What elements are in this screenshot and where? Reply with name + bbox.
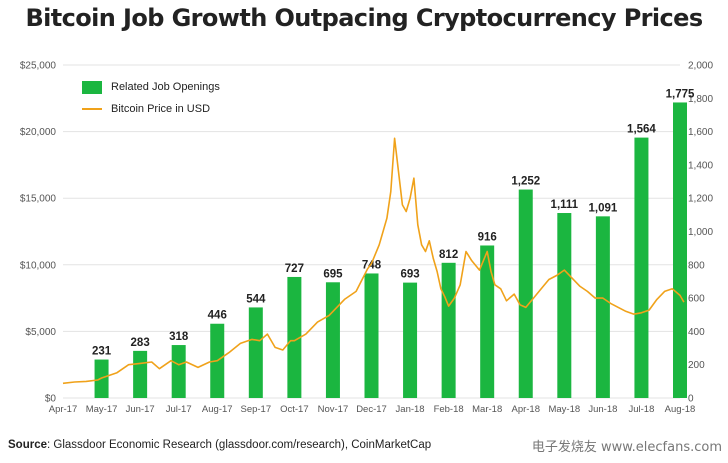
bar-data-label: 693 bbox=[400, 269, 419, 281]
job-openings-bar bbox=[673, 102, 687, 399]
bar-data-label: 812 bbox=[439, 249, 458, 261]
chart-title: Bitcoin Job Growth Outpacing Cryptocurre… bbox=[25, 4, 703, 32]
x-axis-tick: Jan-18 bbox=[396, 404, 425, 415]
x-axis-tick: Dec-17 bbox=[356, 404, 387, 415]
x-axis-tick: Aug-18 bbox=[665, 404, 696, 415]
job-openings-bar bbox=[403, 282, 418, 398]
right-axis-tick: 800 bbox=[688, 260, 705, 271]
bar-data-label: 318 bbox=[169, 331, 189, 343]
left-axis-tick: $20,000 bbox=[20, 127, 57, 138]
x-axis-tick: Jun-17 bbox=[126, 404, 155, 415]
x-axis-tick: Mar-18 bbox=[472, 404, 502, 415]
x-axis-tick: Jul-17 bbox=[166, 404, 192, 415]
bar-data-label: 446 bbox=[208, 310, 227, 322]
job-openings-bar bbox=[480, 245, 495, 398]
source-label: Source bbox=[8, 439, 47, 451]
job-openings-bar bbox=[595, 216, 610, 398]
right-axis-tick: 1,800 bbox=[688, 94, 713, 105]
left-axis-tick: $5,000 bbox=[25, 327, 56, 338]
bar-data-label: 916 bbox=[478, 231, 497, 243]
right-axis-tick: 1,200 bbox=[688, 194, 713, 205]
job-openings-bar bbox=[171, 345, 186, 398]
right-axis-tick: 400 bbox=[688, 327, 705, 338]
left-axis-tick: $0 bbox=[45, 394, 57, 405]
right-axis-tick: 1,000 bbox=[688, 227, 713, 238]
job-openings-bar bbox=[364, 273, 379, 398]
job-openings-bar bbox=[441, 262, 456, 398]
legend-line-swatch bbox=[82, 108, 102, 110]
bar-data-label: 1,091 bbox=[588, 202, 617, 214]
x-axis-tick: Jul-18 bbox=[629, 404, 655, 415]
bar-data-label: 1,252 bbox=[511, 176, 540, 188]
left-axis-tick: $15,000 bbox=[20, 194, 57, 205]
job-openings-bar bbox=[557, 213, 572, 398]
bar-data-label: 695 bbox=[323, 268, 343, 280]
x-axis-tick: Jun-18 bbox=[588, 404, 617, 415]
legend: Related Job Openings Bitcoin Price in US… bbox=[82, 76, 220, 120]
source-note: Source: Glassdoor Economic Research (gla… bbox=[8, 439, 431, 451]
x-axis-tick: Nov-17 bbox=[318, 404, 349, 415]
legend-item-jobs: Related Job Openings bbox=[82, 76, 220, 98]
x-axis-tick: May-17 bbox=[86, 404, 118, 415]
bar-data-label: 544 bbox=[246, 293, 266, 305]
legend-label-price: Bitcoin Price in USD bbox=[111, 103, 211, 115]
job-openings-bar bbox=[634, 137, 649, 398]
right-axis-tick: 600 bbox=[688, 294, 705, 305]
legend-label-jobs: Related Job Openings bbox=[111, 81, 220, 93]
right-axis-tick: 1,400 bbox=[688, 160, 713, 171]
x-axis-tick: Oct-17 bbox=[280, 404, 309, 415]
legend-item-price: Bitcoin Price in USD bbox=[82, 98, 220, 120]
job-openings-bar bbox=[287, 276, 302, 398]
x-axis-tick: Aug-17 bbox=[202, 404, 233, 415]
bar-data-label: 727 bbox=[285, 263, 304, 275]
bitcoin-price-line bbox=[62, 137, 685, 385]
watermark: 电子发烧友 www.elecfans.com bbox=[531, 440, 722, 455]
right-axis-tick: 1,600 bbox=[688, 127, 713, 138]
bar-data-label: 283 bbox=[131, 337, 150, 349]
right-axis-tick: 2,000 bbox=[688, 61, 713, 72]
bar-data-label: 1,775 bbox=[666, 88, 695, 100]
x-axis-tick: Apr-17 bbox=[49, 404, 78, 415]
legend-bar-swatch bbox=[82, 80, 102, 94]
x-axis-tick: Sep-17 bbox=[240, 404, 271, 415]
source-text: : Glassdoor Economic Research (glassdoor… bbox=[47, 439, 432, 451]
x-axis-tick: Feb-18 bbox=[434, 404, 464, 415]
right-axis-tick: 200 bbox=[688, 360, 705, 371]
job-openings-bar bbox=[325, 282, 340, 398]
bar-data-label: 1,111 bbox=[551, 199, 579, 211]
x-axis-tick: May-18 bbox=[548, 404, 580, 415]
right-axis-tick: 0 bbox=[688, 394, 694, 405]
left-axis-tick: $10,000 bbox=[20, 260, 57, 271]
bar-data-label: 1,564 bbox=[627, 124, 656, 136]
job-openings-bar bbox=[518, 189, 533, 398]
job-openings-bar bbox=[248, 307, 263, 398]
bar-data-label: 748 bbox=[362, 259, 382, 271]
job-openings-bar bbox=[133, 350, 148, 398]
bar-data-label: 231 bbox=[92, 346, 112, 358]
left-axis-tick: $25,000 bbox=[20, 61, 57, 72]
x-axis-tick: Apr-18 bbox=[511, 404, 540, 415]
